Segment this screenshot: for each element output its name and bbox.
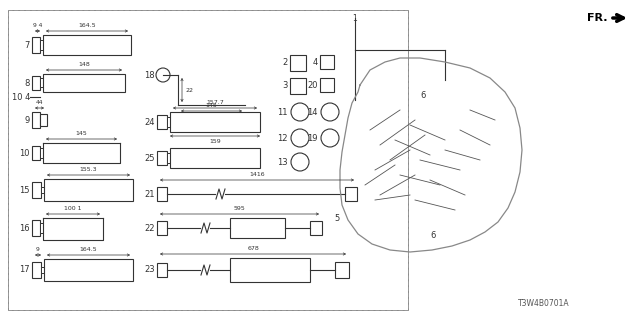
Text: 11: 11 [278, 108, 288, 116]
Bar [320, 78, 334, 92]
Text: 148: 148 [78, 62, 90, 67]
Text: 1: 1 [353, 14, 357, 23]
Bar [40, 78, 43, 87]
Bar [8, 10, 408, 310]
Bar [157, 115, 167, 129]
Text: 25: 25 [145, 154, 155, 163]
Text: 20: 20 [307, 81, 318, 90]
Bar [170, 112, 260, 132]
Bar [320, 55, 334, 69]
Text: 164.5: 164.5 [80, 247, 97, 252]
Bar [32, 37, 40, 53]
Text: 19: 19 [307, 133, 318, 142]
Bar [43, 35, 131, 55]
Bar [157, 221, 167, 235]
Text: 164.5: 164.5 [78, 23, 96, 28]
Bar [8, 10, 408, 310]
Bar [32, 182, 41, 198]
Text: 10: 10 [19, 148, 30, 157]
Text: 2: 2 [283, 58, 288, 67]
Text: FR.: FR. [588, 13, 608, 23]
Text: 1416: 1416 [249, 172, 265, 177]
Bar [167, 153, 170, 163]
Bar [32, 112, 40, 128]
Text: 14: 14 [307, 108, 318, 116]
Text: 8: 8 [24, 78, 30, 87]
Text: 21: 21 [145, 189, 155, 198]
Text: 6: 6 [430, 230, 435, 239]
Bar [167, 117, 170, 127]
Text: 22: 22 [145, 223, 155, 233]
Text: 145: 145 [205, 103, 218, 108]
Text: 595: 595 [234, 206, 245, 211]
Text: 9: 9 [36, 247, 40, 252]
Bar [157, 263, 167, 277]
Text: 9: 9 [25, 116, 30, 124]
Text: 24: 24 [145, 117, 155, 126]
Text: 9 4: 9 4 [33, 23, 42, 28]
Text: 17: 17 [19, 266, 30, 275]
Text: 13: 13 [277, 157, 288, 166]
Text: 15: 15 [19, 186, 30, 195]
Text: 159: 159 [209, 139, 221, 144]
Bar [43, 74, 125, 92]
Bar [230, 258, 310, 282]
Text: 12: 12 [278, 133, 288, 142]
Bar [40, 40, 43, 50]
Bar [32, 220, 40, 236]
Bar [290, 55, 306, 71]
Text: 10 4: 10 4 [12, 92, 30, 101]
Text: 5: 5 [335, 213, 340, 222]
Bar [40, 114, 47, 126]
Text: 44: 44 [36, 100, 44, 105]
Bar [32, 146, 40, 160]
Text: T3W4B0701A: T3W4B0701A [518, 299, 570, 308]
Bar [157, 187, 167, 201]
Text: 16: 16 [19, 223, 30, 233]
Text: 100 1: 100 1 [64, 206, 82, 211]
Bar [41, 187, 44, 193]
Bar [40, 148, 43, 158]
Bar [41, 267, 44, 273]
Text: 4: 4 [313, 58, 318, 67]
Bar [345, 187, 357, 201]
Bar [32, 262, 41, 278]
Text: 6: 6 [420, 91, 426, 100]
Bar [335, 262, 349, 278]
Bar [32, 76, 40, 90]
Bar [157, 151, 167, 165]
Bar [170, 148, 260, 168]
Text: 22: 22 [185, 87, 193, 92]
Text: 23: 23 [145, 266, 155, 275]
Bar [230, 218, 285, 238]
Bar [290, 78, 306, 94]
Bar [310, 221, 322, 235]
Text: 145: 145 [76, 131, 88, 136]
Text: 157.7: 157.7 [206, 100, 224, 105]
Text: 7: 7 [24, 41, 30, 50]
Text: 678: 678 [247, 246, 259, 251]
Text: 155.3: 155.3 [80, 167, 97, 172]
Bar [44, 179, 133, 201]
Text: 18: 18 [145, 70, 155, 79]
Bar [44, 259, 133, 281]
Bar [40, 223, 43, 233]
Text: 3: 3 [283, 81, 288, 90]
